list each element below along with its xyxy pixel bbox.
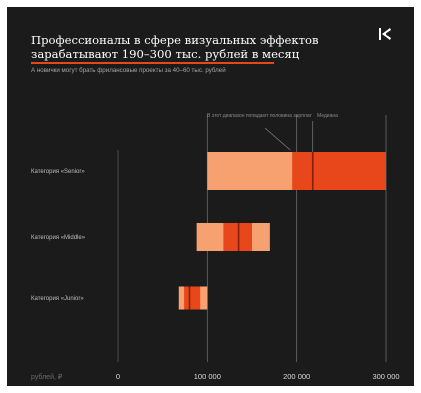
chart-title-line-2: зарабатывают 190–300 тыс. рублей в месяц [31,47,300,61]
chart-title: Профессионалы в сфере визуальных эффекто… [31,33,361,64]
chart-subtitle: А новички могут брать фрилансовые проект… [31,67,226,74]
annotation-leader-line [264,127,291,151]
title-underline [31,62,274,64]
category-label: Категория «Middle» [31,235,86,241]
median-line [311,152,314,190]
chart-card: Профессионалы в сфере визуальных эффекто… [7,7,414,386]
median-line [237,223,240,251]
x-tick-label: 200 000 [283,372,310,381]
range-chart: 0 100 000 200 000 300 000 рублей, ₽ В этот ди… [31,113,400,381]
median-line [188,286,191,310]
brand-logo-icon [379,28,391,40]
x-tick-label: 0 [116,372,120,381]
x-tick-label: 100 000 [194,372,221,381]
annotation-label: В этот диапазон попадают половина зарпла… [207,113,312,119]
half-range-bar [184,286,201,310]
half-range-bar [292,152,386,190]
chart-title-line-1: Профессионалы в сфере визуальных эффекто… [31,33,319,47]
x-tick-label: 300 000 [372,372,399,381]
category-label: Категория «Senior» [31,169,85,175]
category-label: Категория «Junior» [31,296,84,302]
x-axis-unit-label: рублей, ₽ [31,373,63,381]
annotation-label: Медиана [317,113,338,119]
half-range-bar [223,223,252,251]
